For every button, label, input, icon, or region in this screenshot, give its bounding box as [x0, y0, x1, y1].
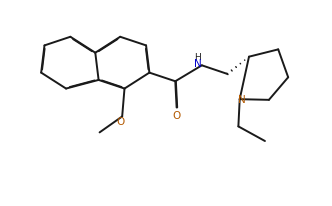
Text: O: O — [117, 117, 124, 127]
Text: N: N — [194, 58, 202, 68]
Text: O: O — [173, 110, 181, 120]
Text: H: H — [195, 52, 201, 61]
Text: N: N — [238, 95, 246, 105]
